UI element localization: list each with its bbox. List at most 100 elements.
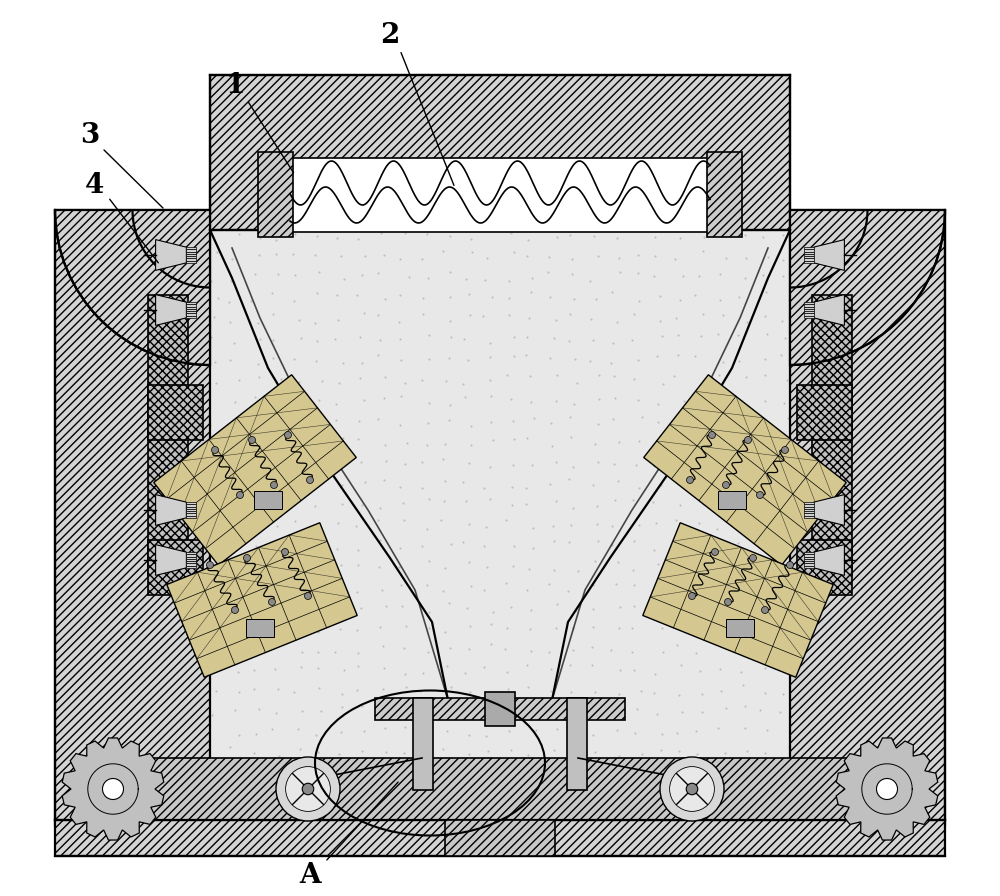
Bar (285, 158, 715, 232)
Wedge shape (790, 210, 945, 365)
Polygon shape (186, 552, 196, 555)
Polygon shape (804, 302, 814, 305)
Circle shape (786, 562, 794, 568)
Circle shape (722, 481, 730, 488)
Bar (375, 698, 625, 720)
Circle shape (724, 599, 732, 606)
Bar (148, 385, 203, 440)
Circle shape (686, 477, 694, 484)
Bar (210, 75, 790, 230)
Circle shape (782, 446, 788, 453)
Polygon shape (62, 738, 164, 840)
Circle shape (762, 607, 768, 614)
Polygon shape (804, 502, 814, 504)
Circle shape (670, 767, 714, 812)
Polygon shape (186, 261, 196, 263)
Polygon shape (186, 247, 196, 249)
Polygon shape (186, 513, 196, 515)
Text: 1: 1 (225, 72, 245, 99)
Polygon shape (186, 556, 196, 559)
Polygon shape (804, 515, 814, 518)
Polygon shape (186, 258, 196, 261)
Circle shape (270, 481, 278, 488)
Polygon shape (804, 513, 814, 515)
Polygon shape (186, 564, 196, 565)
Circle shape (286, 767, 330, 812)
Bar (258, 152, 293, 237)
Bar (55, 230, 210, 820)
Polygon shape (186, 315, 196, 318)
Polygon shape (186, 311, 196, 314)
Circle shape (712, 548, 718, 556)
Bar (55, 210, 210, 825)
Polygon shape (804, 555, 814, 556)
Polygon shape (186, 314, 196, 315)
Bar (812, 295, 852, 575)
Bar (797, 540, 852, 595)
Circle shape (244, 555, 250, 562)
Text: 4: 4 (85, 171, 105, 199)
Bar (55, 820, 945, 856)
Polygon shape (804, 252, 814, 254)
Bar (148, 540, 203, 595)
Polygon shape (804, 249, 814, 252)
Polygon shape (804, 509, 814, 511)
Polygon shape (804, 258, 814, 261)
Text: A: A (299, 861, 321, 889)
Polygon shape (186, 306, 196, 309)
Bar (726, 619, 754, 637)
Polygon shape (814, 495, 844, 525)
Bar (413, 698, 433, 790)
Circle shape (686, 783, 698, 795)
Circle shape (103, 779, 124, 799)
Bar (790, 210, 945, 825)
Polygon shape (186, 511, 196, 513)
Bar (210, 230, 790, 820)
Circle shape (207, 562, 214, 568)
Polygon shape (804, 552, 814, 555)
Bar (254, 491, 282, 509)
Circle shape (282, 548, 288, 556)
Polygon shape (804, 565, 814, 568)
Wedge shape (55, 210, 210, 365)
Polygon shape (643, 522, 833, 677)
Polygon shape (156, 495, 186, 525)
Polygon shape (804, 305, 814, 306)
Polygon shape (156, 239, 186, 271)
Polygon shape (186, 561, 196, 564)
Polygon shape (836, 738, 938, 840)
Polygon shape (186, 509, 196, 511)
Bar (567, 698, 587, 790)
Circle shape (285, 432, 292, 438)
Polygon shape (804, 506, 814, 509)
Polygon shape (804, 309, 814, 311)
Bar (707, 152, 742, 237)
Polygon shape (186, 502, 196, 504)
Polygon shape (154, 375, 356, 565)
Polygon shape (186, 555, 196, 556)
Circle shape (708, 432, 716, 438)
Circle shape (304, 592, 312, 599)
Bar (718, 491, 746, 509)
Circle shape (306, 477, 314, 484)
Polygon shape (814, 295, 844, 325)
Text: 2: 2 (380, 22, 400, 48)
Polygon shape (804, 559, 814, 561)
Bar (797, 385, 852, 440)
Polygon shape (156, 295, 186, 325)
Polygon shape (804, 314, 814, 315)
Polygon shape (186, 249, 196, 252)
Circle shape (212, 446, 218, 453)
Polygon shape (186, 504, 196, 506)
Circle shape (237, 492, 244, 498)
Bar (445, 820, 555, 856)
Polygon shape (804, 504, 814, 506)
Polygon shape (804, 261, 814, 263)
Polygon shape (186, 256, 196, 258)
Bar (485, 692, 515, 726)
Polygon shape (804, 306, 814, 309)
Polygon shape (804, 315, 814, 318)
Polygon shape (814, 545, 844, 575)
Polygon shape (804, 564, 814, 565)
Polygon shape (804, 247, 814, 249)
